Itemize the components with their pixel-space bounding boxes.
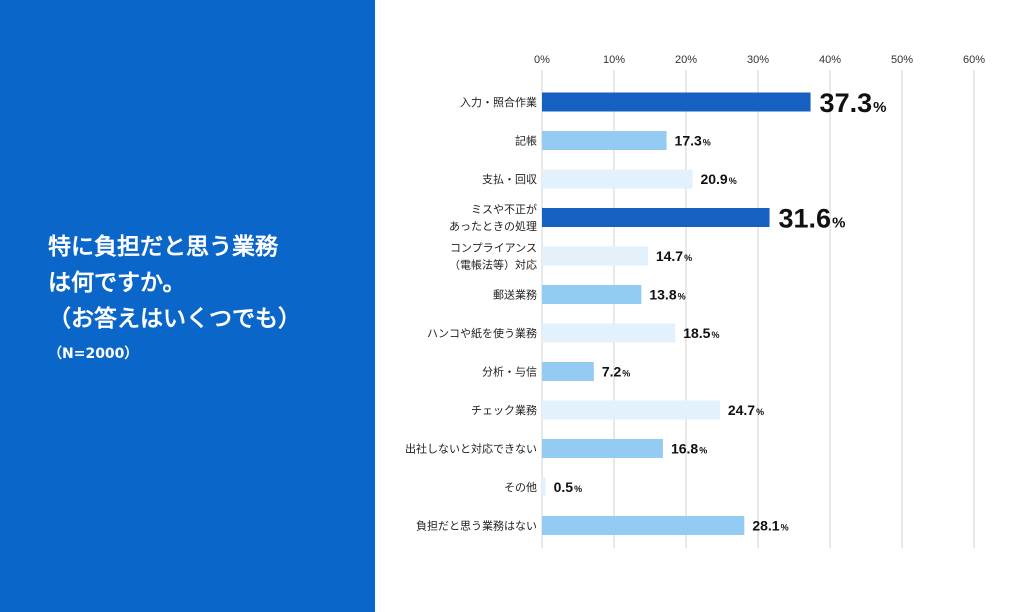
- value-label: 16.8%: [671, 441, 707, 457]
- question-line-2: は何ですか。: [48, 270, 186, 296]
- category-label: 郵送業務: [493, 288, 537, 302]
- bar-chart-svg: 0% 10% 20% 30% 40% 50% 60% 入力・照合作業 37.3% 記帳 17.3% 支…: [405, 54, 985, 548]
- value-label: 28.1%: [752, 518, 788, 534]
- value-label: 24.7%: [728, 402, 764, 418]
- left-panel: 特に負担だと思う業務 は何ですか。 （お答えはいくつでも） （N=2000）: [0, 0, 375, 612]
- value-label: 37.3%: [820, 88, 887, 118]
- category-label: 入力・照合作業: [460, 95, 537, 109]
- bar: [542, 400, 720, 420]
- x-tick-label: 10%: [603, 54, 625, 66]
- x-tick-label: 20%: [675, 54, 697, 66]
- bar: [542, 477, 546, 497]
- bar: [542, 323, 676, 343]
- value-label: 7.2%: [602, 364, 630, 380]
- category-label: 記帳: [515, 134, 537, 148]
- category-label: その他: [504, 481, 537, 494]
- bar: [542, 131, 667, 150]
- value-label: 31.6%: [779, 204, 846, 234]
- bar: [542, 516, 745, 535]
- bar: [542, 246, 648, 266]
- bar: [542, 169, 693, 189]
- bar: [542, 285, 642, 304]
- x-tick-label: 50%: [891, 54, 913, 66]
- bar: [542, 439, 663, 458]
- x-tick-label: 60%: [963, 54, 985, 66]
- question-line-3: （お答えはいくつでも）: [48, 306, 301, 332]
- category-label: コンプライアンス（電帳法等）対応: [449, 242, 537, 272]
- category-label: 支払・回収: [482, 172, 537, 186]
- x-tick-label: 40%: [819, 54, 841, 66]
- question-line-1: 特に負担だと思う業務: [48, 234, 278, 260]
- sample-size: （N=2000）: [48, 346, 139, 362]
- question-title: 特に負担だと思う業務 は何ですか。 （お答えはいくつでも）: [48, 229, 348, 337]
- value-label: 17.3%: [675, 133, 711, 149]
- value-label: 18.5%: [683, 325, 719, 341]
- category-label: ミスや不正があったときの処理: [449, 202, 537, 233]
- category-label: ハンコや紙を使う業務: [427, 326, 537, 340]
- bar-chart: 0% 10% 20% 30% 40% 50% 60% 入力・照合作業 37.3% 記帳 17.3% 支…: [375, 0, 1024, 612]
- category-label: 分析・与信: [482, 365, 537, 379]
- bar: [542, 92, 811, 112]
- value-label: 14.7%: [656, 248, 692, 264]
- category-label: 出社しないと対応できない: [405, 442, 537, 456]
- value-label: 20.9%: [700, 171, 736, 187]
- value-label: 13.8%: [649, 287, 685, 303]
- value-label: 0.5%: [554, 479, 582, 495]
- category-label: 負担だと思う業務はない: [416, 519, 537, 533]
- x-tick-label: 0%: [534, 54, 550, 66]
- bar: [542, 208, 770, 227]
- bar: [542, 362, 594, 381]
- x-tick-label: 30%: [747, 54, 769, 66]
- category-label: チェック業務: [471, 403, 537, 417]
